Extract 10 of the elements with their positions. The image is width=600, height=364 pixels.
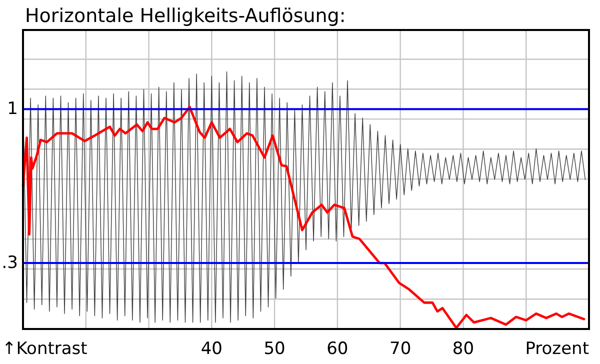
ref-line-label: .3	[2, 253, 18, 274]
x-tick-label: 80	[452, 339, 474, 359]
x-tick-label: 70	[390, 339, 412, 359]
chart-title: Horizontale Helligkeits-Auflösung:	[25, 5, 346, 27]
x-tick-label: 60	[326, 339, 348, 359]
x-axis-title: Prozent	[525, 339, 590, 359]
x-tick-label: 40	[200, 339, 222, 359]
x-tick-label: 50	[264, 339, 286, 359]
y-axis-title: ↑Kontrast	[2, 339, 88, 359]
ref-line-label: 1	[7, 99, 18, 120]
